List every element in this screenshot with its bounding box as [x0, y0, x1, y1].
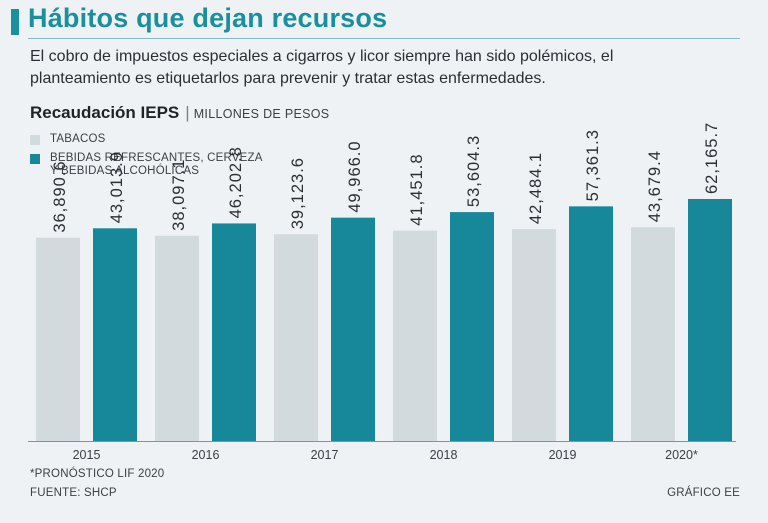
- chart-title-separator: |: [185, 103, 190, 122]
- page-title: Hábitos que dejan recursos: [28, 3, 388, 33]
- graphic-credit: GRÁFICO EE: [667, 487, 740, 499]
- bar: [155, 235, 199, 441]
- data-label: 42,484.1: [527, 152, 545, 224]
- data-label: 39,123.6: [289, 157, 307, 229]
- x-tick-label: 2019: [549, 448, 577, 462]
- bar: [512, 229, 556, 441]
- legend-item-tabacos: TABACOS: [30, 133, 106, 146]
- data-label: 38,097.1: [170, 159, 188, 231]
- bar: [331, 217, 375, 441]
- bar: [274, 234, 318, 441]
- subtitle-line-2: planteamiento es etiquetarlos para preve…: [30, 70, 546, 87]
- data-label: 43,679.4: [646, 150, 664, 222]
- source: FUENTE: SHCP: [30, 487, 117, 499]
- legend-label-line: BEBIDAS REFRESCANTES, CERVEZA: [50, 152, 263, 164]
- bar: [688, 199, 732, 441]
- subtitle-line-1: El cobro de impuestos especiales a cigar…: [30, 48, 614, 65]
- x-tick-label: 2016: [192, 448, 220, 462]
- x-tick-label: 2018: [430, 448, 458, 462]
- data-label: 43,013.9: [108, 151, 126, 223]
- data-label: 41,451.8: [408, 153, 426, 225]
- title-divider: [28, 38, 740, 39]
- data-label: 49,966.0: [346, 140, 364, 212]
- bar: [450, 212, 494, 441]
- bar: [631, 227, 675, 441]
- legend-label-tabacos: TABACOS: [50, 133, 106, 146]
- legend-label-bebidas: BEBIDAS REFRESCANTES, CERVEZA Y BEBIDAS …: [50, 152, 263, 178]
- bar: [93, 228, 137, 441]
- legend-label-line: Y BEBIDAS ALCOHÓLICAS: [50, 165, 200, 177]
- x-tick-label: 2020*: [665, 448, 698, 462]
- legend-item-bebidas: BEBIDAS REFRESCANTES, CERVEZA Y BEBIDAS …: [30, 152, 263, 178]
- bar: [36, 237, 80, 441]
- data-label: 36,890.6: [51, 160, 69, 232]
- data-label: 53,604.3: [465, 135, 483, 207]
- bar: [393, 230, 437, 441]
- footnote: *PRONÓSTICO LIF 2020: [30, 468, 165, 480]
- legend-label-line: TABACOS: [50, 133, 106, 145]
- legend-swatch-bebidas: [30, 154, 40, 164]
- data-label: 57,361.3: [584, 129, 602, 201]
- subtitle: El cobro de impuestos especiales a cigar…: [30, 46, 730, 90]
- x-tick-label: 2017: [311, 448, 339, 462]
- bar: [212, 223, 256, 441]
- chart-heading: Recaudación IEPS | MILLONES DE PESOS: [30, 103, 329, 123]
- data-label: 46,202.8: [227, 146, 245, 218]
- title-accent-bar: [11, 9, 19, 35]
- legend-swatch-tabacos: [30, 135, 40, 145]
- bar: [569, 206, 613, 441]
- data-label: 62,165.7: [703, 122, 721, 194]
- chart-title: Recaudación IEPS: [30, 103, 180, 122]
- chart-units: MILLONES DE PESOS: [193, 107, 330, 121]
- x-tick-label: 2015: [73, 448, 101, 462]
